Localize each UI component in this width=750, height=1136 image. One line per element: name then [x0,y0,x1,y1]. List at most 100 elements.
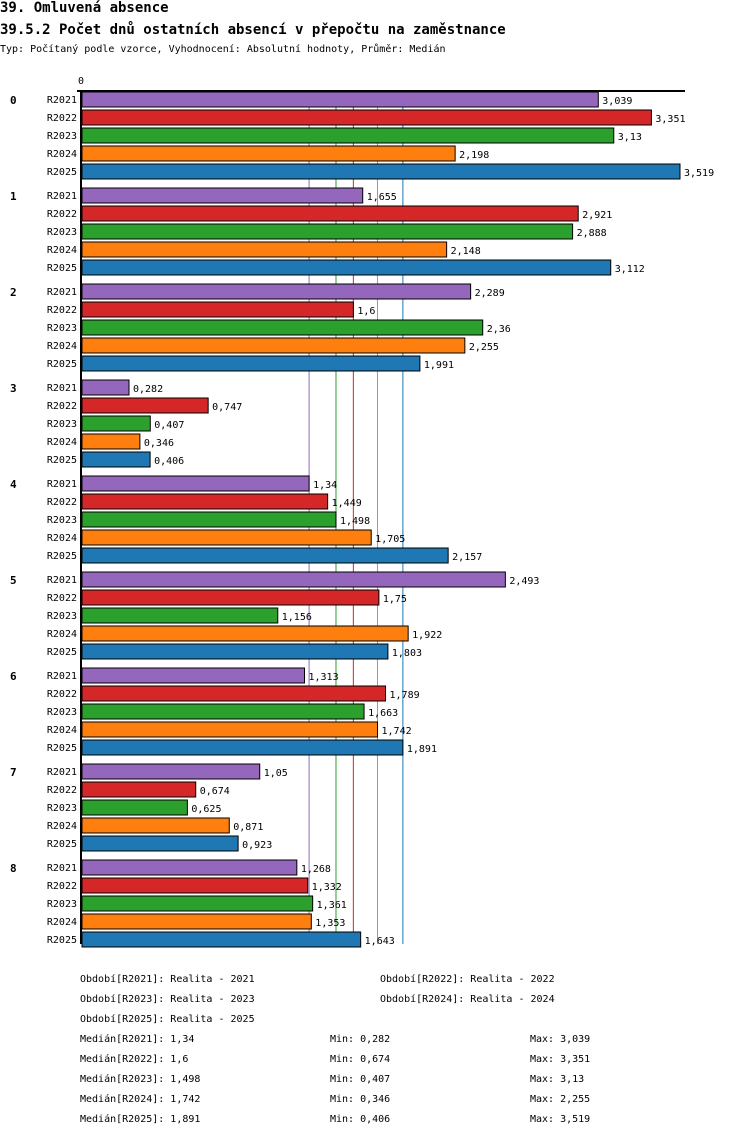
value-label: 1,6 [357,306,375,317]
bar-R2023 [81,319,484,336]
value-label: 2,255 [469,342,499,353]
series-label: R2023 [47,707,77,718]
series-label: R2025 [47,455,77,466]
legend-min: Min: 0,674 [330,1054,390,1065]
value-label: 1,891 [407,744,437,755]
series-label: R2022 [47,305,77,316]
value-label: 0,346 [144,438,174,449]
series-label: R2023 [47,803,77,814]
legend-min: Min: 0,407 [330,1074,390,1085]
category-label: 3 [10,382,17,395]
bar-R2024 [81,241,448,258]
value-label: 0,674 [200,786,230,797]
series-label: R2021 [47,287,77,298]
bar-R2022 [81,301,354,318]
legend-median: Medián[R2025]: 1,891 [80,1113,200,1125]
bar-R2022 [81,397,209,414]
legend-median: Medián[R2021]: 1,34 [80,1033,194,1045]
bar-R2023 [81,799,188,816]
value-label: 1,05 [264,768,288,779]
category-label: 2 [10,286,17,299]
value-label: 3,519 [684,168,714,179]
value-label: 1,498 [340,516,370,527]
series-label: R2024 [47,629,77,640]
legend-period: Období[R2023]: Realita - 2023 [80,993,255,1005]
series-label: R2022 [47,593,77,604]
category-label: 1 [10,190,17,203]
value-label: 1,643 [365,936,395,947]
bar-R2024 [81,817,230,834]
category-label: 4 [10,478,17,491]
legend-min: Min: 0,346 [330,1094,390,1105]
value-label: 1,332 [312,882,342,893]
chart-info: Typ: Počítaný podle vzorce, Vyhodnocení:… [0,44,446,55]
bar-R2024 [81,433,141,450]
value-label: 1,353 [315,918,345,929]
series-label: R2025 [47,743,77,754]
bar-R2025 [81,355,421,372]
series-label: R2025 [47,263,77,274]
value-label: 1,361 [317,900,347,911]
bar-R2025 [81,931,362,948]
category-label: 6 [10,670,17,683]
category-label: 7 [10,766,17,779]
legend-max: Max: 3,519 [530,1114,590,1125]
bar-R2022 [81,685,387,702]
legend-period: Období[R2024]: Realita - 2024 [380,993,555,1005]
value-label: 1,663 [368,708,398,719]
legend-max: Max: 3,039 [530,1034,590,1045]
bar-R2023 [81,223,574,240]
bar-R2022 [81,877,309,894]
value-label: 3,13 [618,132,642,143]
series-label: R2023 [47,131,77,142]
series-label: R2022 [47,785,77,796]
series-label: R2025 [47,839,77,850]
value-label: 1,449 [332,498,362,509]
series-label: R2023 [47,899,77,910]
category-label: 5 [10,574,17,587]
value-label: 1,991 [424,360,454,371]
category-label: 8 [10,862,17,875]
value-label: 0,871 [233,822,263,833]
value-label: 3,039 [602,96,632,107]
series-label: R2022 [47,113,77,124]
bar-R2023 [81,703,365,720]
value-label: 1,156 [282,612,312,623]
value-label: 2,888 [577,228,607,239]
value-label: 0,625 [191,804,221,815]
value-label: 2,921 [582,210,612,221]
value-label: 1,655 [367,192,397,203]
bar-R2025 [81,739,404,756]
series-label: R2025 [47,647,77,658]
series-label: R2024 [47,341,77,352]
value-label: 1,705 [375,534,405,545]
bar-R2021 [81,475,310,492]
series-label: R2024 [47,533,77,544]
value-label: 2,36 [487,324,511,335]
legend-min: Min: 0,282 [330,1034,390,1045]
value-label: 0,923 [242,840,272,851]
bar-R2021 [81,91,599,108]
series-label: R2021 [47,191,77,202]
value-label: 1,922 [412,630,442,641]
bar-R2022 [81,493,329,510]
bar-R2024 [81,625,409,642]
series-label: R2021 [47,383,77,394]
legend-max: Max: 3,351 [530,1054,590,1065]
bar-R2023 [81,127,615,144]
bar-R2023 [81,415,151,432]
value-label: 1,313 [308,672,338,683]
value-label: 0,747 [212,402,242,413]
legend-period: Období[R2025]: Realita - 2025 [80,1013,255,1025]
value-label: 2,198 [459,150,489,161]
legend-median: Medián[R2023]: 1,498 [80,1073,200,1085]
legend-period: Období[R2021]: Realita - 2021 [80,973,255,985]
bar-R2025 [81,163,681,180]
series-label: R2021 [47,767,77,778]
series-label: R2023 [47,227,77,238]
series-label: R2023 [47,515,77,526]
series-label: R2025 [47,551,77,562]
bar-R2025 [81,259,612,276]
series-label: R2024 [47,917,77,928]
bar-R2021 [81,571,506,588]
